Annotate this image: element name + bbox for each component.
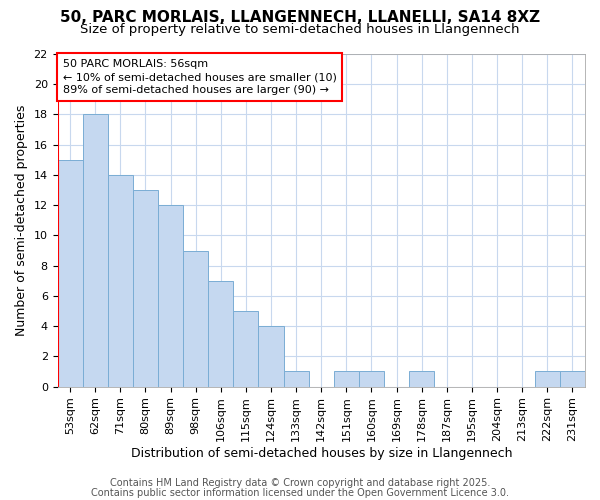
Bar xyxy=(334,372,359,386)
Text: Contains HM Land Registry data © Crown copyright and database right 2025.: Contains HM Land Registry data © Crown c… xyxy=(110,478,490,488)
Bar xyxy=(535,372,560,386)
Bar xyxy=(58,160,83,386)
X-axis label: Distribution of semi-detached houses by size in Llangennech: Distribution of semi-detached houses by … xyxy=(131,447,512,460)
Text: Size of property relative to semi-detached houses in Llangennech: Size of property relative to semi-detach… xyxy=(80,22,520,36)
Bar xyxy=(409,372,434,386)
Bar xyxy=(259,326,284,386)
Y-axis label: Number of semi-detached properties: Number of semi-detached properties xyxy=(15,104,28,336)
Bar xyxy=(108,175,133,386)
Text: 50 PARC MORLAIS: 56sqm
← 10% of semi-detached houses are smaller (10)
89% of sem: 50 PARC MORLAIS: 56sqm ← 10% of semi-det… xyxy=(63,59,337,96)
Bar xyxy=(183,250,208,386)
Text: Contains public sector information licensed under the Open Government Licence 3.: Contains public sector information licen… xyxy=(91,488,509,498)
Bar xyxy=(359,372,384,386)
Bar xyxy=(83,114,108,386)
Bar xyxy=(208,281,233,386)
Bar xyxy=(233,311,259,386)
Bar xyxy=(133,190,158,386)
Bar xyxy=(158,205,183,386)
Bar xyxy=(284,372,309,386)
Text: 50, PARC MORLAIS, LLANGENNECH, LLANELLI, SA14 8XZ: 50, PARC MORLAIS, LLANGENNECH, LLANELLI,… xyxy=(60,10,540,25)
Bar xyxy=(560,372,585,386)
